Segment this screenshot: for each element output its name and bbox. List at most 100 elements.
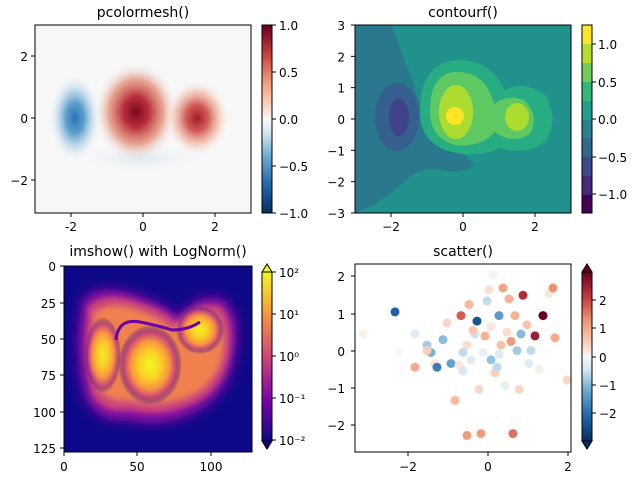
colorbar-tick-label: 0.0	[598, 113, 617, 127]
scatter-point	[526, 346, 536, 356]
x-axis: 0 50 100	[60, 452, 222, 474]
y-tick-label: 1	[337, 82, 345, 96]
scatter-point	[394, 348, 404, 357]
y-tick-label: 3	[337, 19, 345, 33]
scatter-point	[472, 316, 482, 326]
chart-title: imshow() with LogNorm()	[69, 244, 246, 260]
y-tick-label: −1	[327, 144, 345, 158]
x-tick-label: 0	[60, 460, 68, 474]
y-tick-label: 2	[20, 50, 28, 64]
scatter-point	[422, 346, 432, 356]
scatter-point	[446, 359, 456, 368]
scatter-point	[450, 395, 460, 405]
chart-title: pcolormesh()	[97, 5, 189, 21]
contourf-panel: contourf() −2 0 2 −3 −2 −1 0 1 2 3	[327, 5, 627, 234]
x-tick-label: -2	[65, 220, 77, 234]
y-axis: −3 −2 −1 0 1 2 3	[327, 19, 355, 221]
scatter-point	[512, 346, 522, 356]
scatter-point	[468, 325, 478, 335]
scatter-point	[506, 336, 516, 346]
colorbar-tick-label: −1.0	[598, 188, 627, 202]
contour-band-negative-core	[389, 98, 409, 136]
scatter-point	[548, 283, 558, 293]
colorbar: 1.0 0.5 0.0 −0.5 −1.0	[261, 19, 308, 221]
colorbar-tick-label: 10¹	[279, 308, 299, 322]
axes-frame	[63, 265, 253, 453]
colorbar-tick-label: 10⁰	[279, 350, 299, 364]
imshow-dark-ridge	[114, 319, 201, 341]
x-tick-label: −2	[399, 460, 417, 474]
scatter-point	[358, 329, 368, 339]
scatter-point	[550, 333, 560, 343]
y-tick-label: 0	[337, 113, 345, 127]
heatmap-blob-negative	[49, 74, 101, 162]
y-tick-label: −3	[327, 207, 345, 221]
scatter-point	[522, 320, 532, 330]
colorbar-tick-label: −2	[599, 407, 617, 421]
scatter-point	[508, 429, 518, 439]
scatter-point	[514, 384, 524, 394]
colorbar-tick-label: −0.5	[598, 151, 627, 165]
axes-frame	[354, 263, 572, 453]
colorbar-tick-label: −0.5	[279, 160, 308, 174]
x-axis: −2 0 2	[382, 213, 539, 234]
colorbar-tick-label: 1.0	[598, 38, 617, 52]
y-tick-label: 2	[337, 50, 345, 64]
colorbar: 2 1 0 −1 −2	[581, 263, 617, 450]
scatter-point	[410, 362, 420, 372]
scatter-point	[496, 340, 506, 350]
y-axis: 0 25 50 75 100 125	[33, 260, 64, 456]
pcolormesh-panel: pcolormesh() -2 0 2 2 0 −2	[10, 5, 308, 234]
scatter-point	[498, 283, 508, 293]
scatter-point	[480, 331, 490, 341]
scatter-point	[484, 285, 494, 295]
scatter-point	[504, 294, 514, 304]
scatter-point	[494, 349, 504, 359]
y-tick-label: 0	[20, 112, 28, 126]
scatter-point	[538, 311, 548, 321]
chart-title: scatter()	[433, 244, 493, 260]
scatter-point	[530, 331, 540, 341]
colorbar-tick-label: −1	[599, 379, 617, 393]
scatter-point	[500, 381, 510, 391]
y-tick-label: −2	[327, 419, 345, 433]
contour-band-positive-core	[446, 107, 464, 125]
scatter-point	[562, 375, 572, 385]
scatter-point	[518, 290, 528, 300]
scatter-point	[462, 340, 472, 350]
scatter-point	[410, 329, 420, 339]
y-tick-label: 100	[33, 406, 56, 420]
imshow-image	[64, 266, 252, 452]
scatter-point	[456, 311, 466, 321]
scatter-point	[442, 318, 452, 328]
y-tick-label: −1	[327, 382, 345, 396]
scatter-point	[486, 322, 496, 332]
scatter-point	[432, 362, 442, 372]
colorbar-tick-label: −1.0	[279, 207, 308, 221]
scatter-point	[478, 348, 488, 357]
x-tick-label: 2	[564, 460, 572, 474]
scatter-point	[438, 335, 448, 345]
colorbar-tick-label: 2	[599, 294, 607, 308]
colorbar-tick-label: 0.5	[598, 76, 617, 90]
imshow-panel: imshow() with LogNorm() 0 50 100	[33, 244, 306, 474]
y-tick-label: 2	[337, 270, 345, 284]
chart-title: contourf()	[428, 5, 498, 21]
heatmap-blob-positive	[94, 62, 178, 162]
y-axis: 2 0 −2	[10, 50, 35, 188]
scatter-points	[358, 270, 572, 440]
heatmap-blob-positive-2	[165, 80, 229, 156]
y-tick-label: −2	[10, 174, 28, 188]
scatter-point	[492, 362, 502, 372]
x-tick-label: 0	[139, 220, 147, 234]
y-tick-label: 25	[41, 297, 56, 311]
y-tick-label: 0	[337, 345, 345, 359]
x-axis: −2 0 2	[399, 452, 572, 474]
y-tick-label: 0	[48, 260, 56, 274]
colorbar-tick-label: 0	[599, 351, 607, 365]
colorbar-tick-label: 10⁻¹	[279, 392, 306, 406]
y-tick-label: −2	[327, 176, 345, 190]
colorbar: 10² 10¹ 10⁰ 10⁻¹ 10⁻²	[261, 263, 306, 450]
x-tick-label: 50	[129, 460, 144, 474]
